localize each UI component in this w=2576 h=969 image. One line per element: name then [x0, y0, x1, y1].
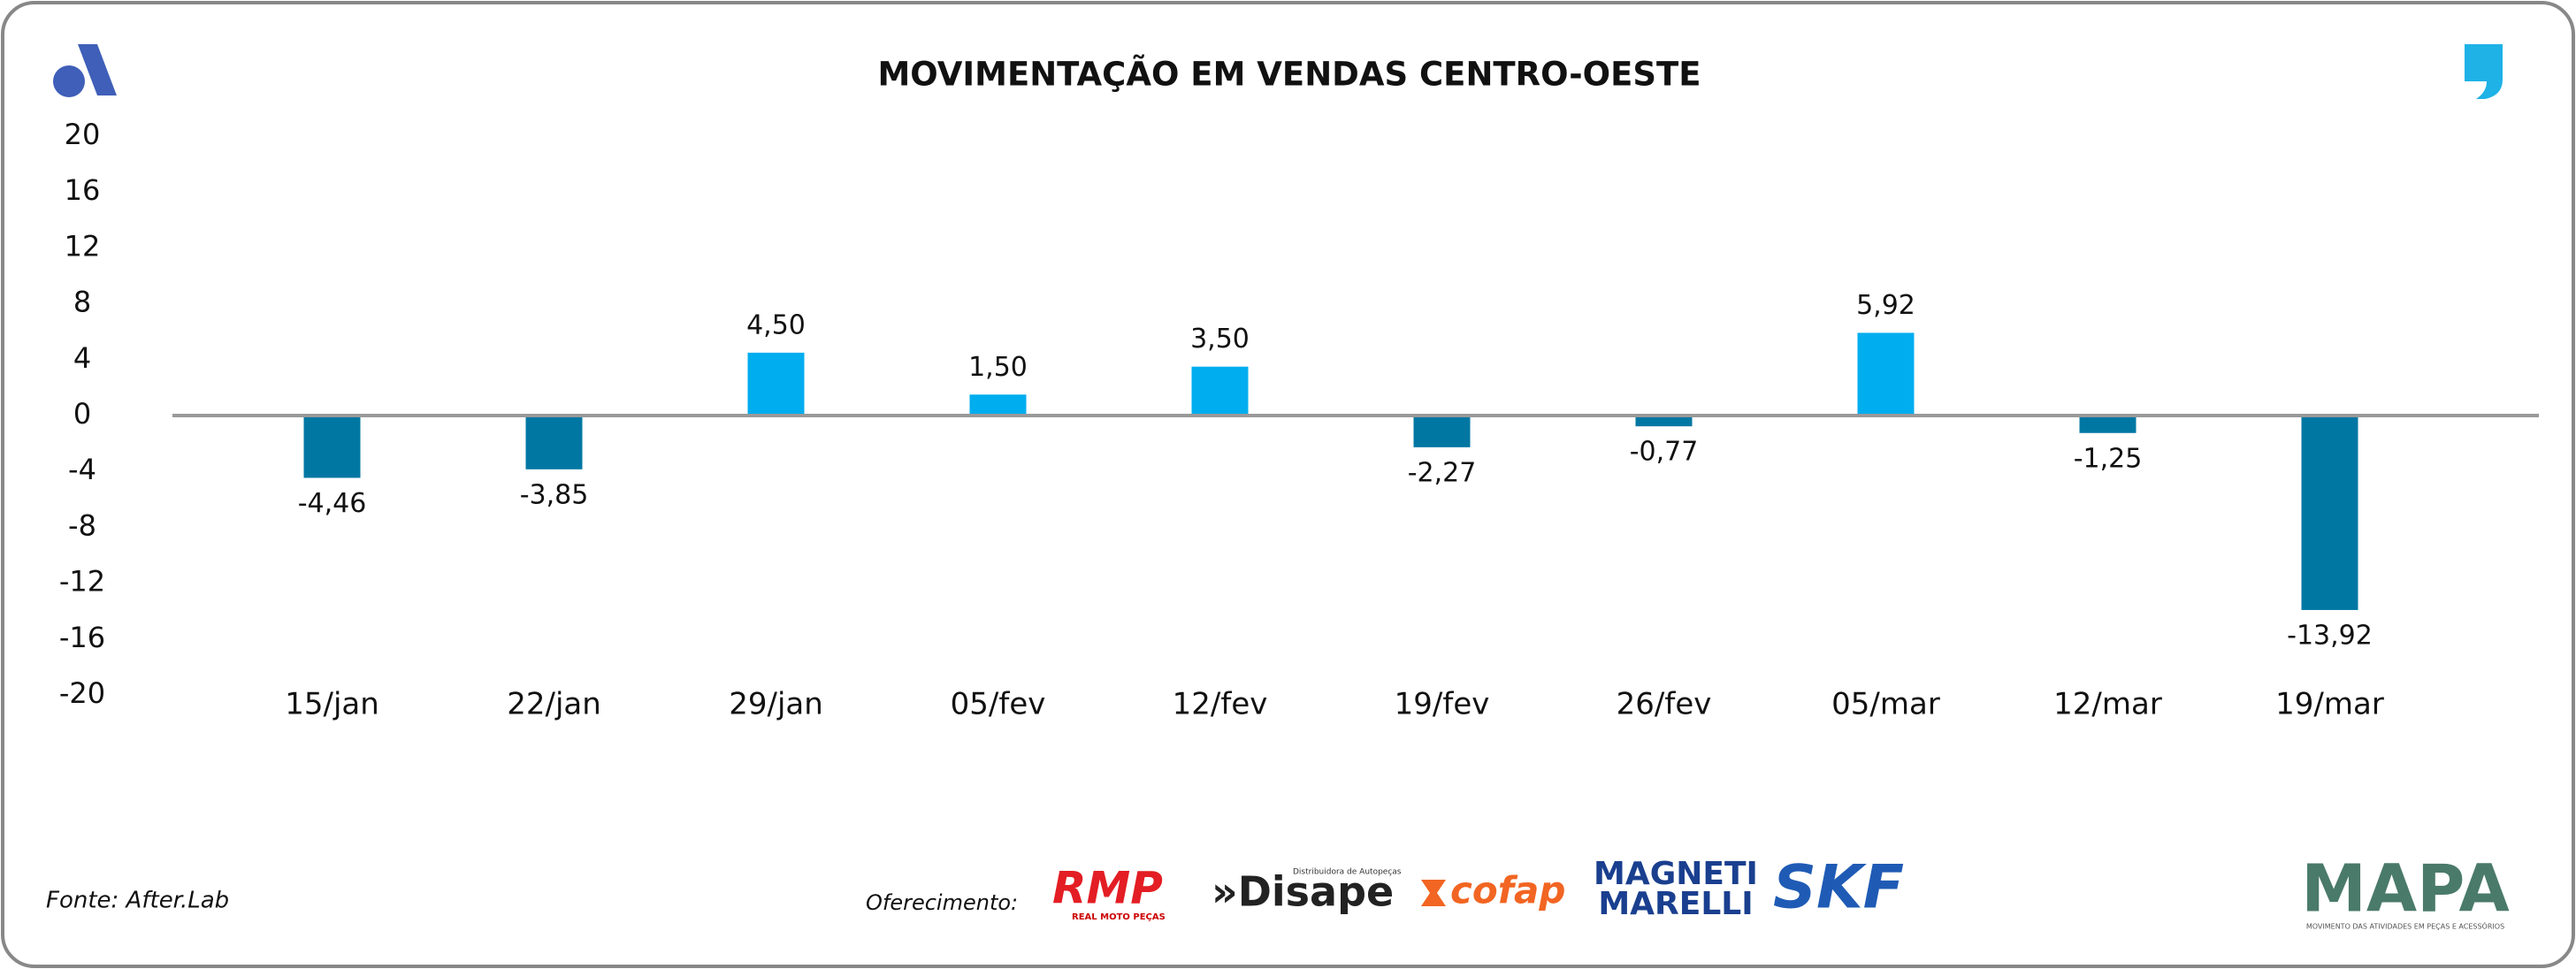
sponsor-logo: REAL MOTO PEÇAS — [1072, 912, 1166, 922]
brand-logo: MAPA — [2301, 851, 2510, 927]
x-tick-label: 05/fev — [951, 687, 1046, 722]
value-label: -2,27 — [1408, 457, 1477, 488]
y-tick-label: -20 — [59, 676, 105, 710]
sponsor-logo: RMP — [1052, 863, 1163, 914]
bar — [2079, 416, 2136, 433]
bar — [969, 394, 1027, 416]
bar — [1191, 366, 1249, 416]
y-tick-label: 16 — [65, 173, 101, 207]
x-tick-label: 12/fev — [1173, 687, 1268, 722]
x-tick-label: 19/fev — [1395, 687, 1490, 722]
y-tick-label: -8 — [68, 508, 96, 542]
bar — [303, 416, 361, 478]
bar — [2301, 416, 2358, 610]
value-label: 1,50 — [968, 352, 1028, 383]
sponsor-icon — [1421, 880, 1446, 906]
value-label: -13,92 — [2287, 620, 2373, 651]
value-label: 4,50 — [746, 309, 806, 340]
logo-a — [53, 44, 117, 97]
x-tick-label: 12/mar — [2053, 687, 2162, 722]
sponsor-logo: »Disape — [1212, 868, 1394, 916]
value-label: -4,46 — [298, 488, 367, 519]
y-tick-label: 8 — [73, 286, 91, 319]
y-tick-label: -12 — [59, 565, 105, 599]
y-tick-label: -16 — [59, 621, 105, 654]
x-tick-label: 26/fev — [1617, 687, 1712, 722]
x-tick-label: 29/jan — [729, 687, 823, 722]
bar — [1857, 332, 1915, 416]
bar — [1413, 416, 1471, 447]
x-tick-label: 05/mar — [1831, 687, 1940, 722]
y-tick-label: 4 — [73, 341, 91, 375]
quote-icon — [2465, 44, 2503, 99]
sponsor-logo: Distribuidora de Autopeças — [1293, 868, 1402, 877]
source: Fonte: After.Lab — [46, 888, 229, 914]
x-tick-label: 22/jan — [507, 687, 601, 722]
value-label: -1,25 — [2074, 443, 2143, 474]
bar — [1635, 416, 1693, 427]
bar — [747, 352, 805, 416]
sponsor-label: Oferecimento: — [866, 890, 1018, 915]
sponsor-logo: MAGNETI — [1594, 856, 1758, 892]
y-tick-label: 0 — [73, 397, 91, 431]
value-label: 3,50 — [1190, 324, 1250, 355]
value-label: -0,77 — [1630, 437, 1699, 468]
sponsor-logo: MARELLI — [1598, 886, 1753, 922]
value-label: 5,92 — [1856, 290, 1915, 321]
y-tick-label: 12 — [65, 229, 101, 263]
value-label: -3,85 — [520, 479, 589, 510]
sponsor-logo: SKF — [1773, 853, 1904, 923]
chart-title: MOVIMENTAÇÃO EM VENDAS CENTRO-OESTE — [877, 55, 1701, 94]
bar — [525, 416, 583, 469]
brand-subtitle: MOVIMENTO DAS ATIVIDADES EM PEÇAS E ACES… — [2306, 921, 2504, 931]
x-tick-label: 19/mar — [2275, 687, 2384, 722]
sponsor-logo: cofap — [1450, 869, 1565, 912]
y-tick-label: -4 — [68, 453, 96, 486]
x-tick-label: 15/jan — [285, 687, 379, 722]
y-tick-label: 20 — [65, 118, 101, 151]
